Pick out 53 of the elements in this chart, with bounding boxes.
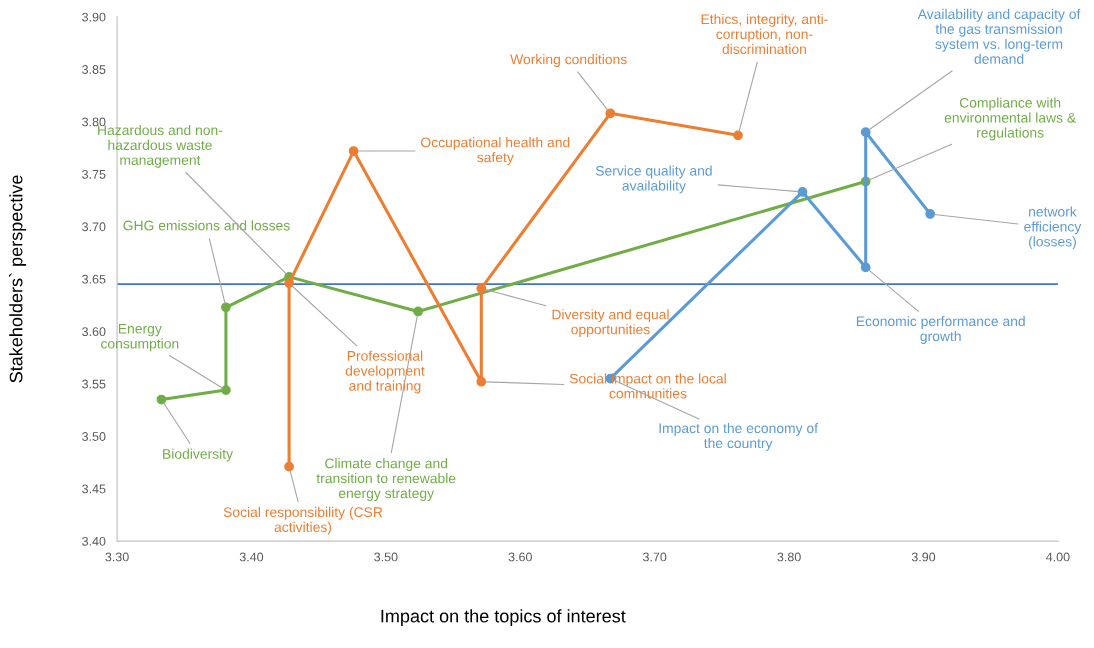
- y-tick-label: 3.85: [82, 65, 106, 74]
- x-tick-label: 3.50: [374, 552, 398, 562]
- y-axis-title: Stakeholders` perspective: [9, 175, 27, 383]
- x-tick-label: 3.30: [105, 552, 129, 562]
- y-tick-label: 3.60: [82, 327, 106, 337]
- x-tick-label: 3.40: [239, 552, 264, 562]
- point: [605, 108, 616, 119]
- annotation: Compliance with environmental laws & regulations: [944, 97, 1076, 141]
- point: [284, 461, 294, 472]
- y-tick-label: 3.50: [82, 432, 106, 441]
- point: [221, 302, 231, 313]
- annotation: Availability and capacity of the gas transmission system vs. long-term demand: [917, 8, 1081, 64]
- annotation: Working conditions: [510, 54, 627, 67]
- x-axis-title: Impact on the topics of interest: [381, 609, 626, 627]
- y-tick-label: 3.55: [82, 379, 106, 389]
- x-tick-label: 3.90: [911, 552, 936, 562]
- point: [476, 376, 487, 387]
- y-tick-label: 3.70: [82, 222, 106, 232]
- annotation: network efficiency (losses): [1024, 206, 1082, 250]
- annotation: Hazardous and non- hazardous waste management: [98, 124, 223, 168]
- x-tick-label: 4.00: [1046, 552, 1070, 562]
- point: [925, 209, 936, 219]
- x-tick-label: 3.60: [508, 552, 532, 562]
- annotation: Economic performance and growth: [856, 315, 1025, 344]
- y-tick-label: 3.80: [82, 117, 106, 127]
- point: [156, 394, 167, 405]
- point: [348, 146, 359, 156]
- annotation: Occupational health and safety: [421, 137, 570, 165]
- point: [733, 130, 743, 141]
- annotation: Service quality and availability: [595, 165, 712, 194]
- y-tick-label: 3.75: [82, 169, 106, 179]
- annotation: Diversity and equal opportunities: [552, 309, 669, 338]
- point: [860, 127, 871, 138]
- annotation: Biodiversity: [163, 448, 233, 462]
- point: [797, 187, 808, 197]
- y-tick-label: 3.65: [82, 274, 106, 284]
- x-tick-label: 3.70: [642, 552, 667, 562]
- y-tick-label: 3.45: [82, 484, 106, 494]
- annotation: Social impact on the local communities: [569, 373, 726, 399]
- point: [413, 306, 423, 317]
- point: [284, 278, 294, 289]
- annotation: Professional development and training: [345, 350, 425, 394]
- annotation: Impact on the economy of the country: [659, 422, 819, 451]
- y-tick-label: 3.40: [82, 536, 106, 546]
- point: [476, 283, 487, 294]
- x-tick-label: 3.80: [777, 552, 801, 562]
- annotation: Social responsibility (CSR activities): [223, 506, 383, 535]
- point: [221, 385, 231, 395]
- point: [860, 262, 871, 273]
- annotation: GHG emissions and losses: [123, 220, 290, 231]
- y-tick-label: 3.90: [82, 12, 106, 22]
- annotation: Ethics, integrity, anti- corruption, non- discrimination: [701, 13, 828, 55]
- annotation: Climate change and transition to renewable energy strategy: [316, 458, 456, 501]
